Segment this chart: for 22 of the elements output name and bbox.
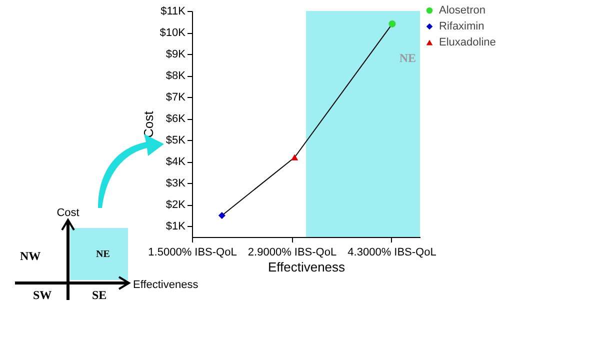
legend-label: Eluxadoline [439,36,496,48]
y-tick-label: $6K [166,113,186,126]
y-tick-label: $11K [160,6,186,18]
y-tick-label: $4K [166,156,186,168]
x-tick-label: 4.3000% IBS-QoL [348,246,436,258]
y-tick-label: $8K [166,70,186,82]
y-tick-label: $9K [166,48,186,61]
point [218,212,226,220]
point [388,20,396,28]
x-tick-label: 2.9000% IBS-QoL [248,246,337,258]
legend-label: Alosetron [439,4,486,16]
point [291,154,298,160]
y-tick-label: $1K [166,220,186,233]
y-tick-label: $10K [160,27,186,40]
y-tick-label: $7K [166,92,186,104]
band-label: NE [399,51,416,65]
y-tick-label: $2K [166,199,186,212]
x-tick-label: 1.5000% IBS-QoL [148,246,237,258]
y-tick-label: $5K [166,134,186,147]
legend-label: Rifaximin [439,20,484,32]
x-axis-title: Effectiveness [268,260,346,274]
y-tick-label: $3K [166,178,186,190]
